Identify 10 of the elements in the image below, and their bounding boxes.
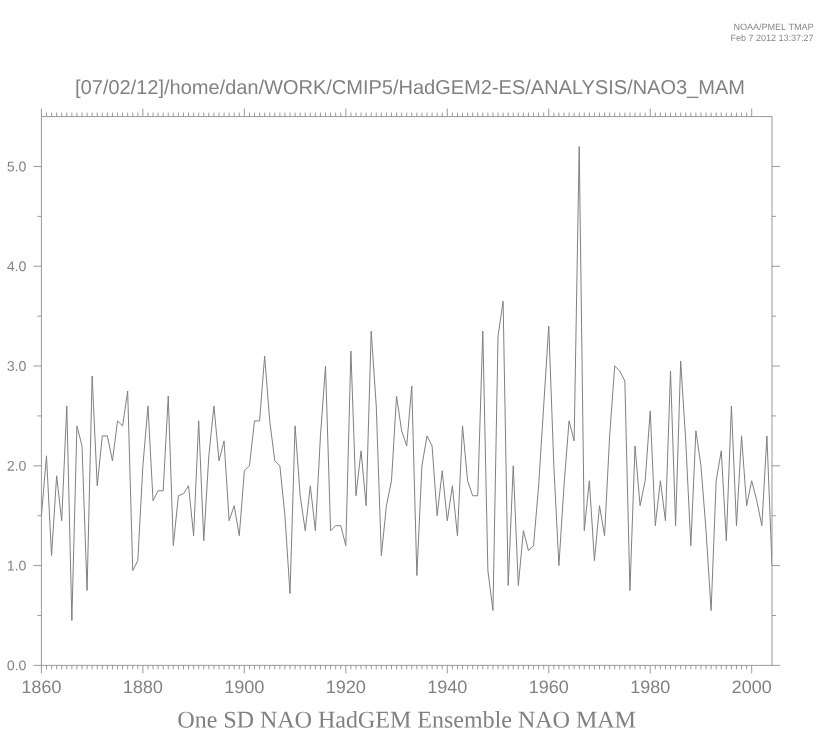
- chart-title: [07/02/12]/home/dan/WORK/CMIP5/HadGEM2-ES/ANALYSIS/NAO3_MAM: [76, 79, 744, 99]
- x-tick-label: 1980: [631, 680, 670, 694]
- x-tick-label: 1940: [428, 680, 467, 694]
- x-tick-label: 1960: [530, 680, 569, 694]
- x-tick-label: 2000: [732, 680, 772, 694]
- x-tick-label: 1900: [225, 680, 264, 694]
- x-tick-label: 1880: [124, 680, 163, 694]
- x-tick-label: 1920: [327, 680, 366, 694]
- x-axis-title: One SD NAO HadGEM Ensemble NAO MAM: [178, 710, 636, 728]
- x-tick-label: 1860: [22, 680, 61, 694]
